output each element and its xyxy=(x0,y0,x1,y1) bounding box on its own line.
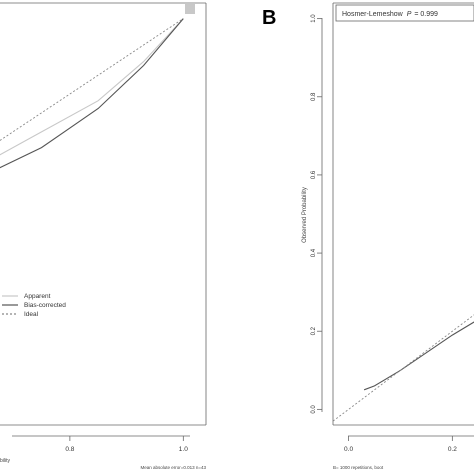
right-x-tick-label-0: 0.0 xyxy=(344,446,353,453)
right-y-tick-label-4: 0.8 xyxy=(311,92,317,101)
left-legend-ideal: Ideal xyxy=(24,311,39,318)
right-y-tick-label-0: 0.0 xyxy=(311,405,317,414)
left-footnote: Mean absolute error=0.013 n=43 xyxy=(140,465,206,470)
left-series-line-bias-corrected xyxy=(0,18,184,169)
right-series-line-0 xyxy=(363,321,474,391)
right-series-group xyxy=(332,314,474,422)
chart-right: B Hosmer-Lemeshow P = 0.999 0.00.20.40.60.… xyxy=(262,2,474,470)
right-x-ticks: 0.0 0.2 xyxy=(344,436,457,453)
right-y-tick-label-5: 1.0 xyxy=(311,14,317,23)
right-y-tick-label-1: 0.2 xyxy=(311,326,317,335)
left-x-tick-label-2: 1.0 xyxy=(179,446,188,453)
left-series-line-apparent xyxy=(0,18,184,156)
hosmer-lemeshow-p-label: P xyxy=(407,11,412,18)
left-x-ticks: 0.60.81.0 xyxy=(65,436,188,453)
hosmer-lemeshow-p-value: = 0.999 xyxy=(414,11,438,18)
right-y-axis-label: Observed Probability xyxy=(302,187,308,243)
right-y-ticks: 0.0 0.2 0.4 0.6 0.8 1.0 xyxy=(311,14,322,414)
right-y-tick-label-3: 0.6 xyxy=(311,170,317,179)
left-legend-apparent: Apparent xyxy=(24,293,51,300)
left-series-group xyxy=(0,18,184,169)
left-x-tick-label-1: 0.8 xyxy=(65,446,74,453)
hosmer-lemeshow-text: Hosmer-Lemeshow P = 0.999 xyxy=(342,11,438,18)
right-series-line-1 xyxy=(332,314,474,422)
chart-left: 0.60.81.0 bility Apparent Bias-corrected… xyxy=(0,2,206,470)
right-y-tick-label-2: 0.4 xyxy=(311,248,317,257)
left-legend-bias-corrected: Bias-corrected xyxy=(24,302,66,309)
right-x-tick-label-1: 0.2 xyxy=(448,446,457,453)
left-legend: Apparent Bias-corrected Ideal xyxy=(2,293,66,318)
panel-label-b: B xyxy=(262,7,276,29)
hosmer-lemeshow-label: Hosmer-Lemeshow xyxy=(342,11,404,18)
hosmer-lemeshow-box xyxy=(335,4,474,22)
right-footnote: B= 1000 repetitions, boot xyxy=(333,465,384,470)
left-corner-marker xyxy=(185,4,195,14)
left-x-axis-label: bility xyxy=(0,458,11,464)
